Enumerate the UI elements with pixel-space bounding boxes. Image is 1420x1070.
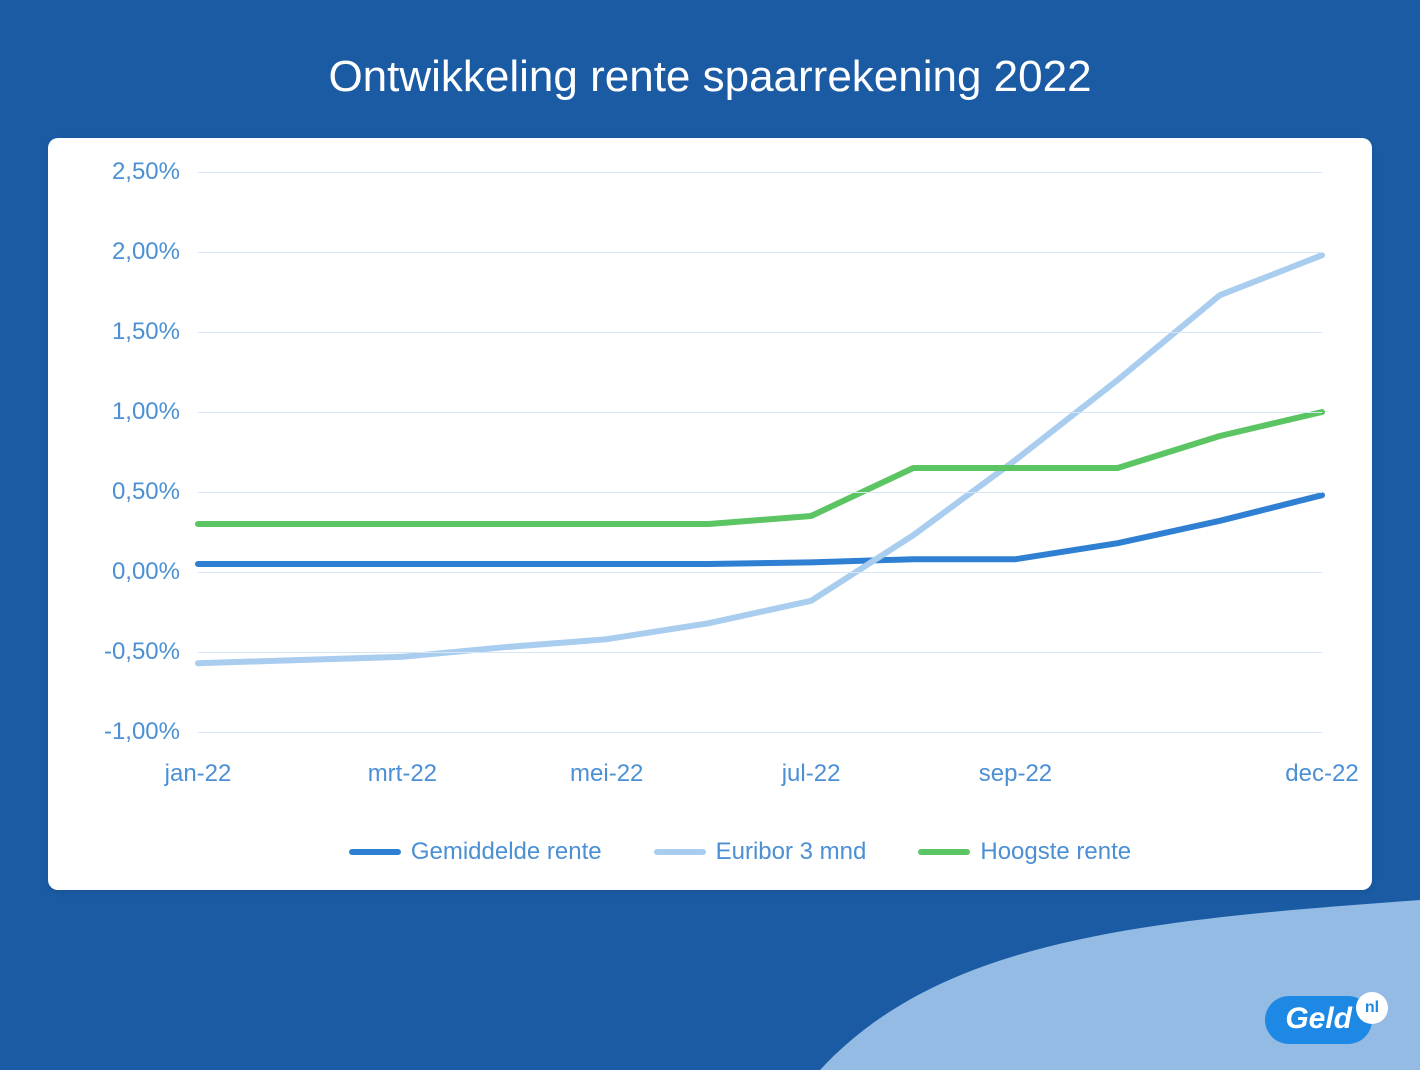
- legend-swatch: [654, 849, 706, 855]
- series-line-gemiddelde: [198, 495, 1322, 564]
- y-axis-label: -0,50%: [104, 638, 180, 666]
- y-axis-label: 1,50%: [112, 318, 180, 346]
- gridline: [198, 252, 1322, 253]
- legend-label: Gemiddelde rente: [411, 838, 602, 866]
- chart-legend: Gemiddelde rente Euribor 3 mnd Hoogste ren…: [78, 838, 1342, 866]
- x-axis-label: jan-22: [165, 760, 232, 788]
- gridline: [198, 412, 1322, 413]
- y-axis-label: 1,00%: [112, 398, 180, 426]
- gridline: [198, 332, 1322, 333]
- gridline: [198, 652, 1322, 653]
- gridline: [198, 732, 1322, 733]
- legend-item-hoogste: Hoogste rente: [918, 838, 1131, 866]
- legend-label: Euribor 3 mnd: [716, 838, 867, 866]
- chart-area: -1,00%-0,50%0,00%0,50%1,00%1,50%2,00%2,5…: [198, 172, 1322, 812]
- legend-label: Hoogste rente: [980, 838, 1131, 866]
- chart-card: -1,00% -0,50% 0,00% 0,50% 1,00% 1,50% 2,00% 2,5…: [48, 138, 1372, 890]
- gridline: [198, 492, 1322, 493]
- y-axis-label: 0,00%: [112, 558, 180, 586]
- logo-text: Geld: [1285, 1002, 1352, 1035]
- gridline: [198, 572, 1322, 573]
- y-axis-label: 2,00%: [112, 238, 180, 266]
- legend-swatch: [349, 849, 401, 855]
- legend-item-gemiddelde: Gemiddelde rente: [349, 838, 602, 866]
- y-axis-label: 2,50%: [112, 158, 180, 186]
- legend-item-euribor: Euribor 3 mnd: [654, 838, 867, 866]
- gridline: [198, 172, 1322, 173]
- series-line-hoogste: [198, 412, 1322, 524]
- x-axis-label: dec-22: [1285, 760, 1358, 788]
- logo-pill: Geld nl: [1265, 996, 1372, 1044]
- brand-logo: Geld nl: [1265, 996, 1372, 1044]
- y-axis-label: -1,00%: [104, 718, 180, 746]
- x-axis-label: sep-22: [979, 760, 1052, 788]
- x-axis-label: mei-22: [570, 760, 643, 788]
- logo-badge: nl: [1356, 992, 1388, 1024]
- x-axis-label: jul-22: [782, 760, 841, 788]
- y-axis-label: 0,50%: [112, 478, 180, 506]
- chart-plot: -1,00%-0,50%0,00%0,50%1,00%1,50%2,00%2,5…: [198, 172, 1322, 732]
- x-axis-label: mrt-22: [368, 760, 437, 788]
- chart-lines-svg: [198, 172, 1322, 732]
- x-axis: jan-22mrt-22mei-22jul-22sep-22dec-22: [198, 752, 1322, 812]
- legend-swatch: [918, 849, 970, 855]
- chart-title: Ontwikkeling rente spaarrekening 2022: [0, 0, 1420, 138]
